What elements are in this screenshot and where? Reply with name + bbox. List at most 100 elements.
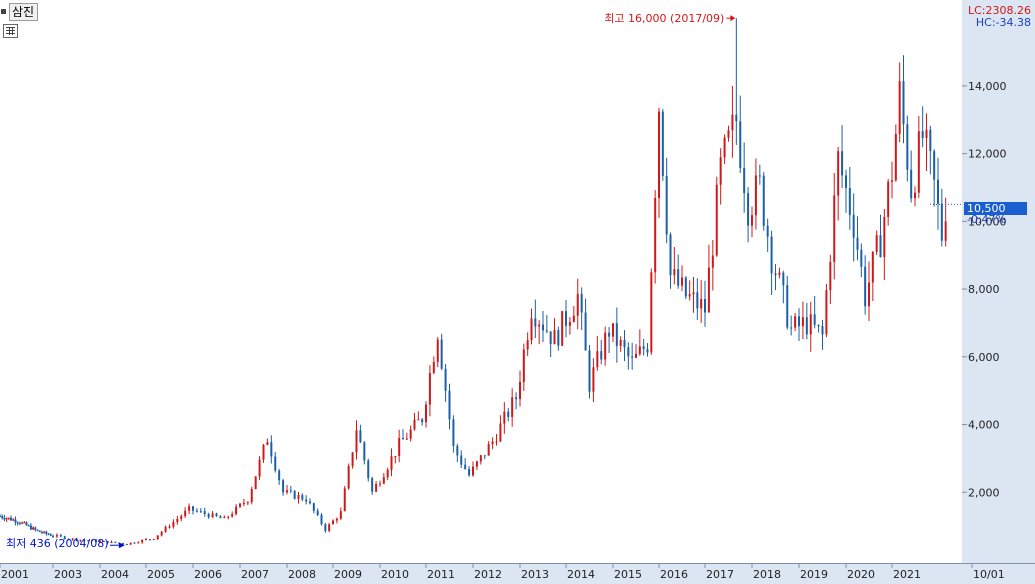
candle-body [604,332,607,360]
candle-body [848,187,851,215]
candle-body [511,397,514,417]
candle-body [432,361,435,374]
y-tick-label: 2,000 [968,486,1000,499]
candle-body [534,318,537,327]
candle-body [778,272,781,276]
x-tick-label: 10/01 [973,568,1005,581]
candle-body [343,488,346,512]
candle-body [479,455,482,462]
candle-body [40,532,43,534]
candle-body [786,285,789,328]
candle-body [491,441,494,445]
candle-body [254,476,257,490]
candle-body [379,483,381,485]
candle-body [180,516,183,520]
candle-body [320,514,323,525]
candle-body [762,175,765,226]
time-axis [0,563,1035,584]
candle-body [428,373,431,405]
candle-body [557,330,560,346]
tab-marker [1,9,6,14]
candle-body [133,542,136,544]
current-price-badge: 10,500 [964,202,1027,215]
candle-body [203,511,206,515]
candle-body [332,520,334,525]
candle-body [875,235,878,252]
candle-body [592,367,595,392]
candle-body [371,478,374,492]
candle-body [29,525,32,530]
x-tick-label: 2021 [893,568,921,581]
plot-area [962,0,963,563]
candle-body [223,517,226,519]
candle-body [754,175,757,216]
candle-body [887,181,890,217]
candle-body [351,452,354,467]
candle-body [305,499,308,502]
candle-body [681,277,683,286]
candle-body [837,151,840,196]
y-tick-group: 2,000 4,000 6,000 8,000 10,000 12,000 14,000 [962,80,1007,499]
price-axis [962,0,1035,563]
candle-body [188,506,191,511]
candle-body [1,516,4,518]
candle-body [160,531,163,536]
x-tick-label: 2010 [381,568,409,581]
candle-body [258,459,261,477]
candle-body [774,273,777,276]
candle-body [619,339,622,346]
y-tick-label: 4,000 [968,419,1000,432]
candles-group [0,18,947,546]
candle-body [661,111,664,176]
candle-body [805,317,808,335]
candle-body [367,460,370,479]
candle-body [526,340,529,350]
candle-body [63,536,66,539]
candle-body [386,469,389,478]
candle-body [436,339,439,362]
candle-body [59,535,62,537]
high-arrow-head [730,15,736,22]
candle-body [79,539,82,541]
candle-body [572,315,575,322]
x-tick-label: 2018 [753,568,781,581]
candle-body [542,324,544,331]
candle-body [18,522,21,524]
candle-body [231,514,234,517]
candle-body [125,543,128,545]
candle-body [894,133,897,181]
candle-body [27,525,30,527]
candle-body [199,511,202,513]
x-tick-label: 2020 [847,568,875,581]
candle-body [833,195,836,262]
candle-body [615,323,618,346]
stock-tab[interactable]: 삼진 [9,3,39,21]
candle-body [549,331,552,345]
candle-body [841,151,844,176]
candle-body [141,539,144,543]
candle-body [34,527,37,530]
candle-body [688,294,691,297]
candle-body [638,346,641,354]
candle-body [507,411,510,417]
candle-body [262,445,265,460]
current-change: -0.47% [967,213,1006,226]
candle-body [440,339,443,369]
candle-body [164,526,167,532]
candle-body [829,261,832,291]
candle-body [565,311,567,326]
x-tick-label: 2009 [334,568,362,581]
table-icon[interactable] [3,24,18,38]
candle-body [215,513,218,517]
candle-body [898,81,901,134]
candle-body [137,542,140,544]
candle-body [168,526,171,528]
candle-body [813,314,816,325]
candle-body [856,237,859,250]
candle-body [917,131,920,193]
candle-body [860,249,863,267]
x-tick-label: 2015 [614,568,642,581]
candle-body [809,314,812,335]
candle-body [821,326,824,335]
